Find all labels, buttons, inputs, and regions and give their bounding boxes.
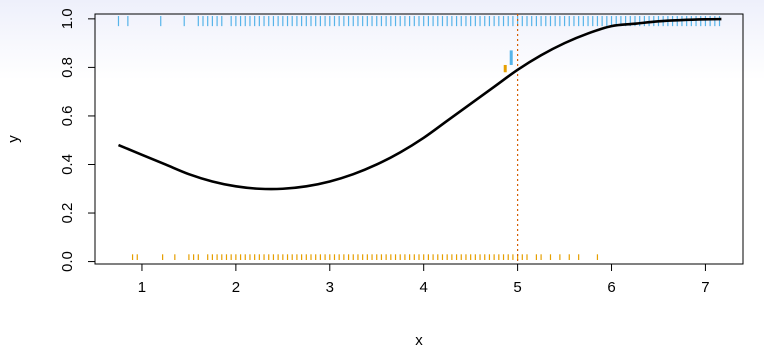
y-tick-label: 0.4 bbox=[59, 154, 76, 175]
rug-bottom bbox=[131, 254, 599, 260]
x-tick-label: 7 bbox=[701, 279, 709, 296]
x-tick-label: 4 bbox=[420, 279, 428, 296]
x-axis: 1 2 3 4 5 6 7 bbox=[138, 263, 710, 296]
y-axis: 0.0 0.2 0.4 0.6 0.8 1.0 bbox=[59, 8, 96, 272]
y-tick-label: 0.8 bbox=[59, 57, 76, 78]
annotation-marks bbox=[503, 50, 513, 73]
x-tick-label: 2 bbox=[232, 279, 240, 296]
y-axis-label: y bbox=[5, 135, 22, 143]
x-tick-label: 1 bbox=[138, 279, 146, 296]
y-tick-label: 0.2 bbox=[59, 203, 76, 224]
header-shade bbox=[0, 0, 764, 80]
x-tick-label: 6 bbox=[607, 279, 615, 296]
x-axis-label: x bbox=[415, 332, 423, 349]
y-tick-label: 0.6 bbox=[59, 106, 76, 127]
series-curve bbox=[117, 17, 722, 191]
y-tick-label: 0.0 bbox=[59, 251, 76, 272]
y-tick-label: 1.0 bbox=[59, 8, 76, 29]
x-tick-label: 3 bbox=[326, 279, 334, 296]
x-tick-label: 5 bbox=[513, 279, 521, 296]
